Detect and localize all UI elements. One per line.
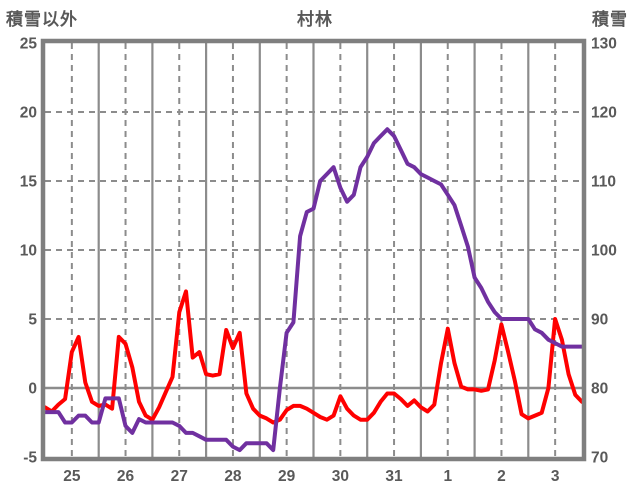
right-axis-title: 積雪: [592, 10, 628, 29]
x-axis-tick-label: 25: [63, 468, 81, 485]
left-axis-tick-label: 0: [28, 381, 37, 398]
snow-depth-line: [43, 127, 584, 453]
x-axis-tick-label: 30: [332, 468, 349, 485]
right-axis-tick-label: 130: [591, 36, 617, 53]
left-axis-tick-label: -5: [23, 450, 37, 467]
x-axis-tick-label: 26: [117, 468, 135, 485]
right-axis-tick-label: 110: [591, 174, 616, 191]
right-axis-tick-label: 70: [591, 450, 608, 467]
x-axis-tick-label: 28: [224, 468, 242, 485]
x-axis-tick-label: 27: [171, 468, 188, 485]
left-axis-tick-label: 15: [20, 174, 38, 191]
right-axis-tick-label: 90: [591, 312, 608, 329]
chart-title: 村林: [297, 10, 333, 29]
left-axis-tick-label: 20: [20, 105, 37, 122]
gridlines: [45, 43, 582, 457]
right-axis-tick-label: 100: [591, 243, 617, 260]
right-axis-tick-label: 120: [591, 105, 617, 122]
left-axis-tick-label: 25: [20, 36, 38, 53]
right-axis-tick-label: 80: [591, 381, 608, 398]
left-axis-title: 積雪以外: [6, 10, 78, 29]
x-axis-tick-label: 3: [551, 468, 560, 485]
left-axis-tick-label: 10: [20, 243, 37, 260]
x-axis-tick-label: 31: [385, 468, 403, 485]
x-axis-tick-label: 29: [278, 468, 296, 485]
temperature-line: [43, 289, 584, 425]
x-axis-tick-label: 2: [497, 468, 506, 485]
left-axis-tick-label: 5: [28, 312, 37, 329]
plot-border: [40, 38, 587, 462]
x-axis-tick-label: 1: [443, 468, 452, 485]
